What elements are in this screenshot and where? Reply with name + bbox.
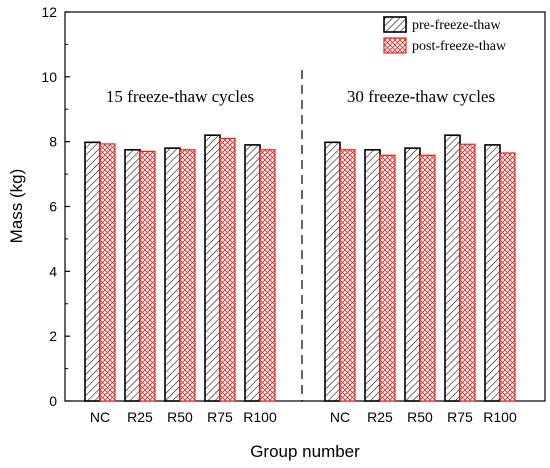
bar-post-1-r50 (419, 154, 436, 402)
x-tick-label: R75 (447, 409, 473, 425)
bars (84, 134, 516, 402)
y-tick-label: 2 (49, 328, 57, 344)
x-tick-label: R100 (243, 409, 277, 425)
y-tick-label: 0 (49, 393, 57, 409)
bar-pre-0-nc (84, 141, 101, 402)
y-tick-label: 4 (49, 263, 57, 279)
y-axis: 0 2 4 6 8 10 12 (41, 4, 70, 409)
bar-pre-1-r75 (444, 134, 461, 402)
bar-post-0-r50 (179, 149, 196, 402)
bar-post-1-r75 (459, 143, 476, 402)
x-tick-label: R25 (127, 409, 153, 425)
x-tick-label: R25 (367, 409, 393, 425)
legend-swatch-pre (383, 16, 407, 33)
bar-post-0-r25 (139, 150, 156, 402)
x-axis-title: Group number (250, 442, 360, 461)
bar-pre-0-r100 (244, 144, 261, 402)
bar-post-1-r100 (499, 152, 516, 402)
bar-post-0-r75 (219, 137, 236, 402)
bar-pre-1-r100 (484, 144, 501, 402)
x-tick-label: NC (90, 409, 110, 425)
y-tick-label: 6 (49, 199, 57, 215)
legend-label-pre: pre-freeze-thaw (412, 18, 501, 33)
y-axis-title: Mass (kg) (7, 169, 26, 244)
bar-pre-0-r25 (124, 148, 141, 402)
legend-swatch-post (383, 37, 407, 54)
group-label-30-cycles: 30 freeze-thaw cycles (347, 87, 495, 106)
bar-post-1-nc (339, 149, 356, 402)
bar-post-0-nc (99, 143, 116, 402)
x-tick-label: R100 (483, 409, 517, 425)
y-tick-label: 8 (49, 134, 57, 150)
bar-post-1-r25 (379, 154, 396, 402)
bar-pre-0-r75 (204, 134, 221, 402)
x-tick-label: R75 (207, 409, 233, 425)
bar-post-0-r100 (259, 149, 276, 402)
group-label-15-cycles: 15 freeze-thaw cycles (106, 87, 254, 106)
x-tick-label: R50 (407, 409, 433, 425)
x-tick-label: R50 (167, 409, 193, 425)
bar-pre-1-nc (324, 141, 341, 402)
legend: pre-freeze-thaw post-freeze-thaw (383, 16, 507, 54)
y-tick-label: 10 (41, 69, 57, 85)
legend-label-post: post-freeze-thaw (412, 39, 507, 54)
bar-pre-0-r50 (164, 147, 181, 402)
y-tick-label: 12 (41, 4, 57, 20)
x-tick-label: NC (330, 409, 350, 425)
bar-pre-1-r25 (364, 148, 381, 402)
bar-pre-1-r50 (404, 147, 421, 402)
